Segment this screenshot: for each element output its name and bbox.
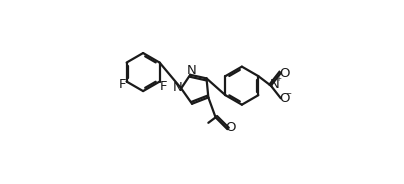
- Text: N: N: [172, 81, 182, 94]
- Text: $^+$: $^+$: [274, 77, 283, 87]
- Text: F: F: [118, 78, 126, 91]
- Text: N: N: [187, 64, 196, 77]
- Text: N: N: [269, 78, 279, 91]
- Text: F: F: [160, 80, 167, 93]
- Text: $^-$: $^-$: [284, 91, 292, 101]
- Text: O: O: [225, 121, 236, 134]
- Text: O: O: [279, 92, 289, 105]
- Text: O: O: [279, 67, 289, 80]
